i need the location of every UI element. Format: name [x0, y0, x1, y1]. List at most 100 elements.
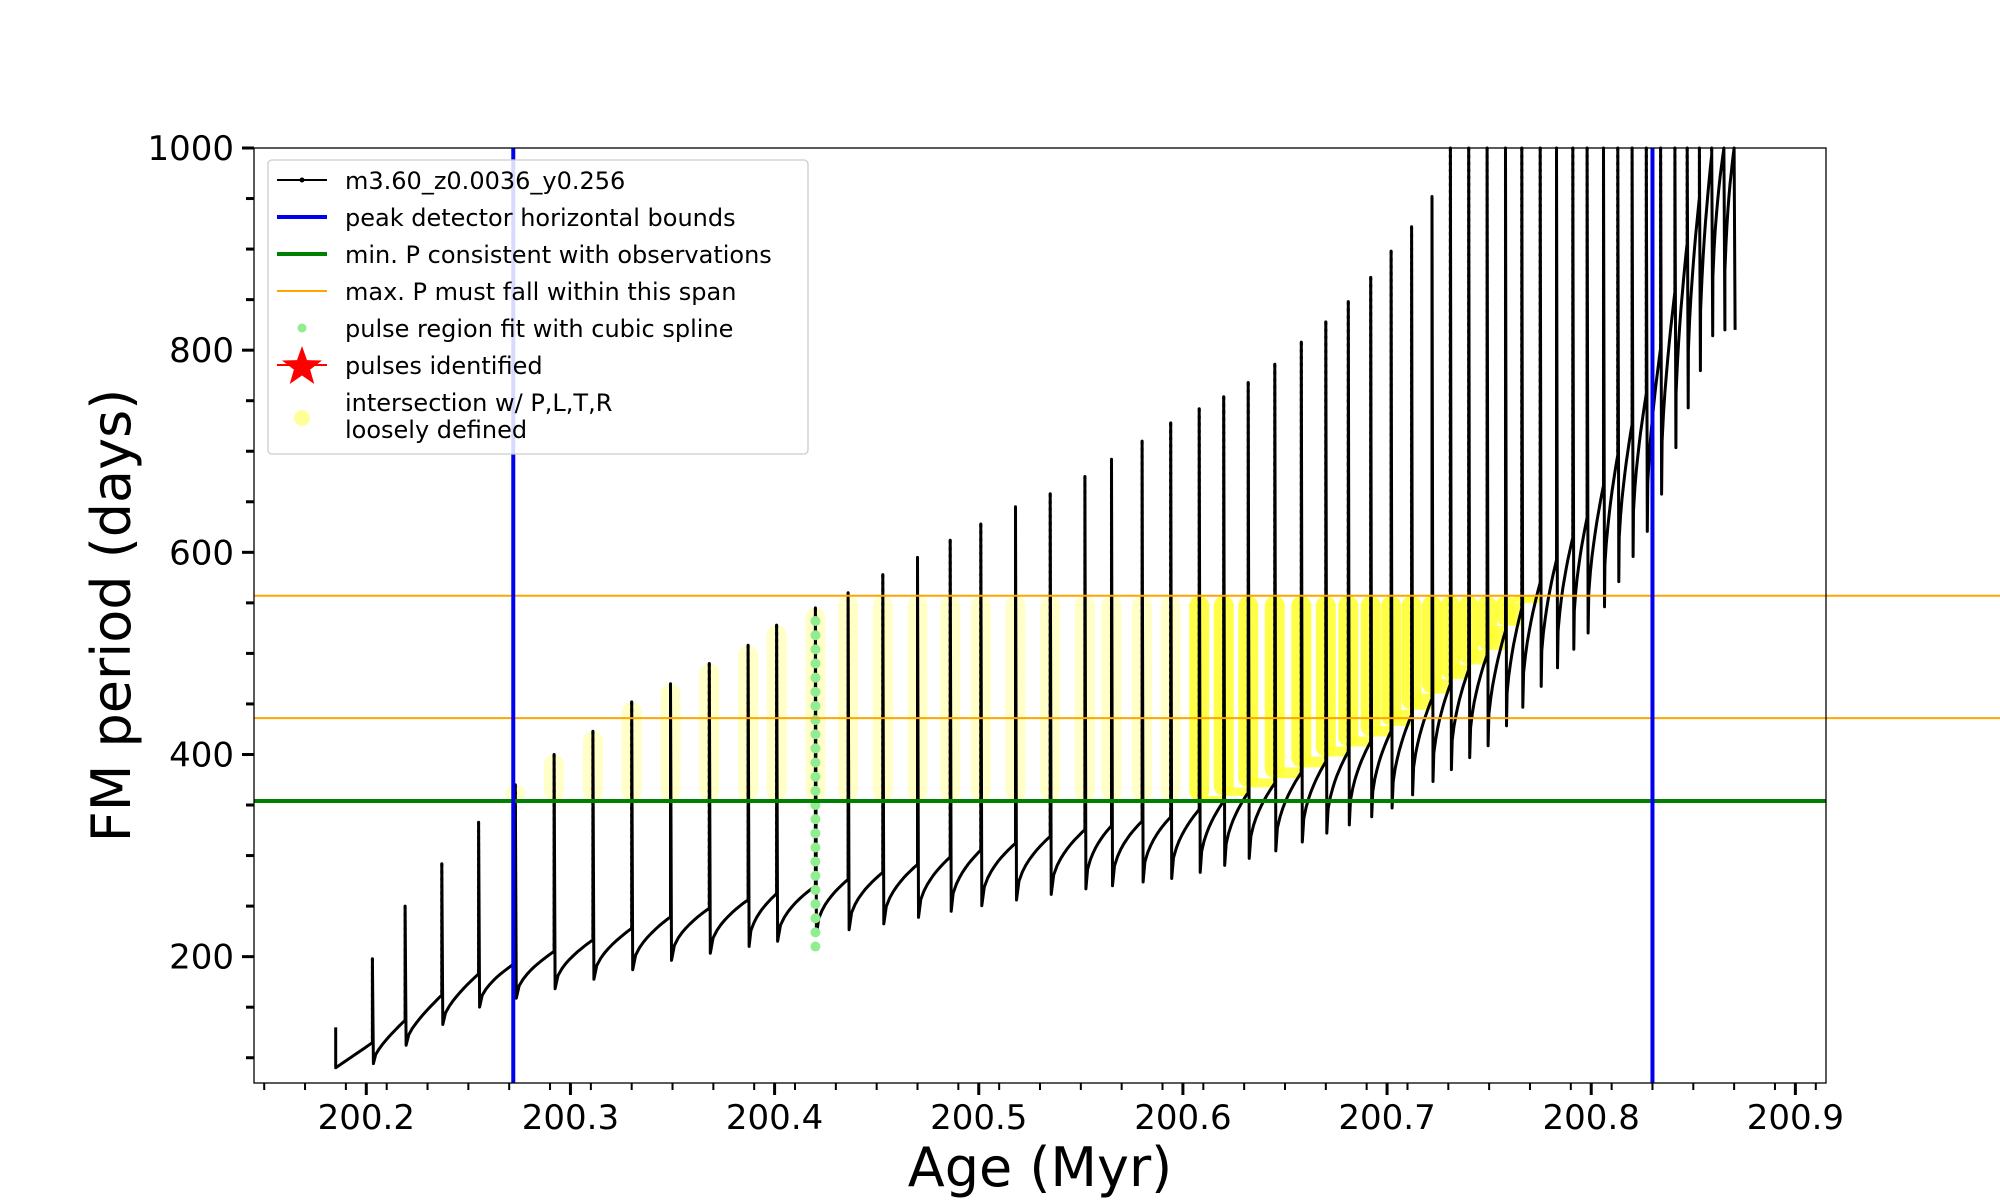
pulse-label-5: n=5 — [562, 0, 598, 5]
intersection-fill — [1450, 664, 1469, 680]
pulse-label-4: n=4 — [523, 0, 559, 5]
spline-point — [810, 814, 821, 825]
spline-point — [810, 715, 821, 726]
intersection-region-layer — [505, 595, 1541, 802]
pulse-label-9: n=9 — [717, 0, 753, 5]
intersection-fill — [1325, 746, 1349, 757]
spline-point — [810, 686, 821, 697]
intersection-fill — [1301, 756, 1326, 768]
legend-entry-intersection-line2: loosely defined — [345, 416, 527, 444]
pulse-label-22: n=22 — [1150, 0, 1197, 5]
y-axis-label: FM period (days) — [80, 389, 143, 843]
y-tick-label: 400 — [169, 735, 234, 775]
pulse-label-15: n=15 — [926, 0, 973, 5]
x-tick-label: 200.7 — [1338, 1098, 1435, 1138]
pulse-label-28: n=28 — [1309, 0, 1356, 5]
legend-entry-spline: pulse region fit with cubic spline — [345, 315, 733, 343]
legend-entry-pulses: pulses identified — [345, 352, 543, 380]
pulse-label-32: n=32 — [1399, 0, 1446, 5]
pulse-label-20: n=20 — [1093, 0, 1140, 5]
spline-point — [810, 644, 821, 655]
pulse-label-1: n=1 — [413, 0, 449, 5]
legend-entry-intersection: intersection w/ P,L,T,R — [345, 389, 612, 417]
pulse-label-10: n=10 — [756, 0, 803, 5]
spline-point — [810, 729, 821, 740]
pulse-label-33: n=33 — [1420, 0, 1467, 5]
spline-point — [810, 828, 821, 839]
pulse-labels-layer: n=1n=2n=3n=4n=5n=6n=7n=8n=9n=10n=11n=12n… — [413, 0, 1505, 5]
spline-point — [810, 927, 821, 938]
x-tick-label: 200.5 — [930, 1098, 1027, 1138]
axes-layer: 200.2 200.3 200.4 200.5 200.6 200.7 200.8 200.9… — [147, 129, 1844, 1138]
legend-handle-track-dot — [299, 177, 305, 183]
intersection-fill — [1521, 595, 1541, 604]
pulse-label-17: n=17 — [989, 0, 1036, 5]
intersection-fill — [1223, 787, 1249, 796]
spline-point — [810, 785, 821, 796]
spline-fit-layer — [810, 616, 821, 952]
spline-point — [810, 757, 821, 768]
x-axis-label: Age (Myr) — [908, 1136, 1173, 1199]
legend-handle-intersection — [294, 410, 310, 426]
reference-lines-layer — [254, 148, 2000, 1083]
legend-entry-blue-bounds: peak detector horizontal bounds — [345, 204, 736, 232]
pulse-label-29: n=29 — [1334, 0, 1381, 5]
legend-handle-star — [282, 346, 322, 384]
spline-point — [810, 630, 821, 641]
pulse-label-2: n=2 — [450, 0, 486, 5]
legend: m3.60_z0.0036_y0.256 peak detector horiz… — [267, 159, 809, 455]
spline-point — [810, 899, 821, 910]
y-tick-label: 1000 — [147, 129, 234, 169]
spline-point — [810, 884, 821, 895]
pulse-label-12: n=12 — [823, 0, 870, 5]
legend-handle-spline — [297, 323, 307, 333]
pulse-label-3: n=3 — [487, 0, 523, 5]
pulse-label-30: n=30 — [1356, 0, 1403, 5]
y-tick-label: 800 — [169, 331, 234, 371]
pulse-label-35: n=35 — [1458, 0, 1505, 5]
pulse-label-27: n=27 — [1283, 0, 1330, 5]
y-tick-label: 600 — [169, 533, 234, 573]
x-tick-label: 200.3 — [522, 1098, 619, 1138]
legend-entry-orange-span: max. P must fall within this span — [345, 278, 736, 306]
legend-handles — [277, 177, 327, 426]
pulse-label-25: n=25 — [1232, 0, 1279, 5]
pulse-label-16: n=16 — [958, 0, 1005, 5]
pulse-label-7: n=7 — [640, 0, 676, 5]
intersection-fill — [1411, 693, 1432, 710]
pulse-label-23: n=23 — [1179, 0, 1226, 5]
pulse-label-31: n=31 — [1379, 0, 1426, 5]
intersection-fill — [1468, 649, 1488, 665]
legend-box — [267, 159, 809, 455]
pulse-label-14: n=14 — [891, 0, 938, 5]
spline-point — [810, 700, 821, 711]
legend-entry-track: m3.60_z0.0036_y0.256 — [345, 167, 625, 195]
pulse-label-6: n=6 — [601, 0, 637, 5]
pulse-label-26: n=26 — [1256, 0, 1303, 5]
pulse-label-34: n=34 — [1440, 0, 1487, 5]
intersection-fill — [1199, 795, 1224, 802]
x-tick-label: 200.6 — [1134, 1098, 1231, 1138]
pulse-label-11: n=11 — [785, 0, 832, 5]
spline-point — [810, 842, 821, 853]
spline-point — [810, 616, 821, 627]
spline-point — [810, 771, 821, 782]
intersection-fill — [1274, 767, 1302, 779]
intersection-fill — [1370, 725, 1392, 737]
x-tick-label: 200.2 — [318, 1098, 415, 1138]
spline-point — [810, 870, 821, 881]
pulse-label-13: n=13 — [856, 0, 903, 5]
pulse-label-8: n=8 — [678, 0, 714, 5]
pulse-label-21: n=21 — [1119, 0, 1166, 5]
pulse-label-24: n=24 — [1207, 0, 1254, 5]
spline-point — [810, 743, 821, 754]
spline-point — [810, 658, 821, 669]
x-tick-label: 200.8 — [1543, 1098, 1640, 1138]
legend-entry-green-min: min. P consistent with observations — [345, 241, 772, 269]
x-tick-label: 200.9 — [1747, 1098, 1844, 1138]
intersection-fill — [1431, 679, 1451, 694]
intersection-fill — [1248, 778, 1275, 788]
x-tick-label: 200.4 — [726, 1098, 823, 1138]
stellar-track-line — [334, 146, 1737, 1070]
